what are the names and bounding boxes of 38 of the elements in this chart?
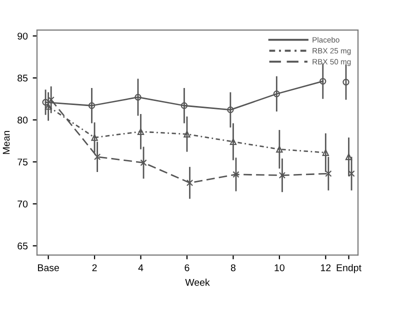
point: [140, 159, 147, 166]
point: [232, 171, 240, 178]
point: [184, 130, 190, 138]
point: [186, 180, 194, 186]
point: [94, 153, 101, 160]
point: [278, 172, 286, 179]
y-tick-label: 65: [18, 242, 28, 250]
x-tick-label: 8: [230, 264, 236, 272]
y-tick-label: 90: [18, 32, 28, 40]
point: [180, 102, 188, 109]
point: [325, 170, 332, 177]
x-tick-label: Base: [38, 264, 59, 272]
x-axis-title: Week: [185, 278, 210, 286]
point: [345, 153, 352, 160]
x-tick-label: 4: [138, 264, 144, 272]
y-tick-label: 85: [18, 74, 28, 82]
point: [342, 78, 350, 86]
point: [134, 94, 142, 101]
x-tick-label: 2: [92, 264, 97, 272]
point: [322, 149, 329, 156]
point: [91, 134, 98, 141]
point: [320, 78, 326, 85]
x-tick-label: 10: [274, 264, 284, 272]
point: [88, 102, 96, 109]
x-tick-label: 12: [320, 264, 331, 272]
point: [42, 98, 49, 106]
point: [227, 106, 234, 114]
point: [273, 90, 280, 98]
y-tick-label: 75: [18, 158, 28, 166]
point: [137, 128, 144, 135]
point: [44, 103, 52, 110]
y-tick-label: 80: [18, 116, 28, 124]
x-tick-label: 6: [184, 264, 190, 272]
x-tick-label: Endpt: [336, 264, 362, 274]
point: [230, 138, 237, 146]
y-tick-label: 70: [18, 200, 28, 208]
point: [276, 146, 283, 153]
y-axis-title: Mean: [2, 131, 10, 154]
